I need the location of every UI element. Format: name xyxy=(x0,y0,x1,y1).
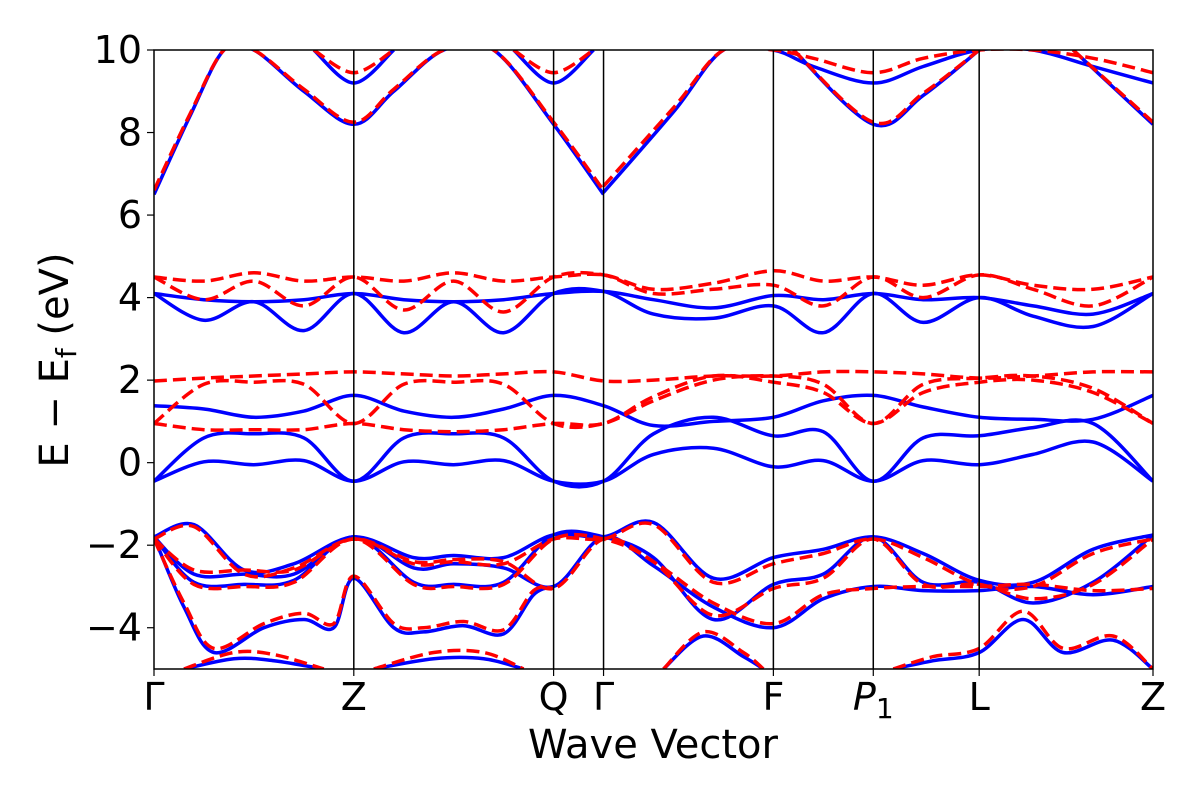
dashed-band-line-24 xyxy=(154,521,1153,592)
x-tick-label-text: Q xyxy=(539,675,569,719)
x-tick-label-text: Γ xyxy=(143,675,164,719)
dashed-band-line-28 xyxy=(183,649,325,669)
x-tick-label-text: F xyxy=(762,675,784,719)
dashed-band-line-19 xyxy=(154,373,1153,434)
x-tick-label-text: Γ xyxy=(593,675,614,719)
dashed-band-line-30 xyxy=(662,629,765,669)
dashed-band-line-36 xyxy=(792,50,981,126)
solid-band-line-12 xyxy=(892,617,1153,669)
y-axis-title: E − Ef (eV) xyxy=(32,252,83,467)
y-tick-label: 0 xyxy=(118,441,142,485)
x-tick-label-text: L xyxy=(969,675,990,719)
dashed-band-line-21 xyxy=(154,369,1153,384)
x-tick-label: Q xyxy=(539,675,569,719)
plot-frame xyxy=(153,49,1154,670)
dashed-band-line-29 xyxy=(373,648,525,669)
x-tick-label: Γ xyxy=(593,675,614,719)
y-axis-ticks: −4 −2 0 2 4 6 8 10 xyxy=(86,28,154,650)
y-tick-label: −2 xyxy=(86,523,142,567)
x-tick-label: L xyxy=(969,675,990,719)
y-tick-label: 8 xyxy=(118,111,142,155)
y-tick-label: −4 xyxy=(86,606,142,650)
y-axis-title-subscript: f xyxy=(50,347,83,358)
x-tick-label-text: P xyxy=(853,675,876,719)
x-tick-label: F xyxy=(762,675,784,719)
y-tick-label: 10 xyxy=(94,28,142,72)
dashed-band-line-32 xyxy=(602,50,1153,188)
y-tick-label: 6 xyxy=(118,193,142,237)
dashed-band-line-26 xyxy=(154,536,1153,626)
x-tick-label: Z xyxy=(1140,675,1166,719)
x-axis-title: Wave Vector xyxy=(528,722,779,768)
x-tick-label-text: Z xyxy=(1140,675,1166,719)
solid-band-line-7 xyxy=(154,534,1153,630)
dashed-band-line-31 xyxy=(892,609,1153,669)
dashed-band-line-23 xyxy=(154,270,1153,314)
dashed-band-line-37 xyxy=(1071,50,1153,124)
x-tick-label-subscript: 1 xyxy=(876,692,894,725)
x-tick-label-text: Z xyxy=(341,675,367,719)
high-symmetry-lines xyxy=(353,50,980,669)
x-tick-label: Z xyxy=(341,675,367,719)
x-axis-ticks: Γ Z Q Γ F P1 L Z xyxy=(143,669,1166,725)
x-tick-label: Γ xyxy=(143,675,164,719)
x-tick-label: P1 xyxy=(853,675,894,725)
solid-band-line-4 xyxy=(154,286,1153,335)
y-tick-label: 2 xyxy=(118,358,142,402)
solid-band-line-10 xyxy=(373,655,525,669)
y-axis-title-unit: (eV) xyxy=(32,252,78,348)
y-tick-label: 4 xyxy=(118,276,142,320)
y-axis-title-main: E − E xyxy=(32,358,78,468)
solid-band-line-9 xyxy=(183,656,325,669)
